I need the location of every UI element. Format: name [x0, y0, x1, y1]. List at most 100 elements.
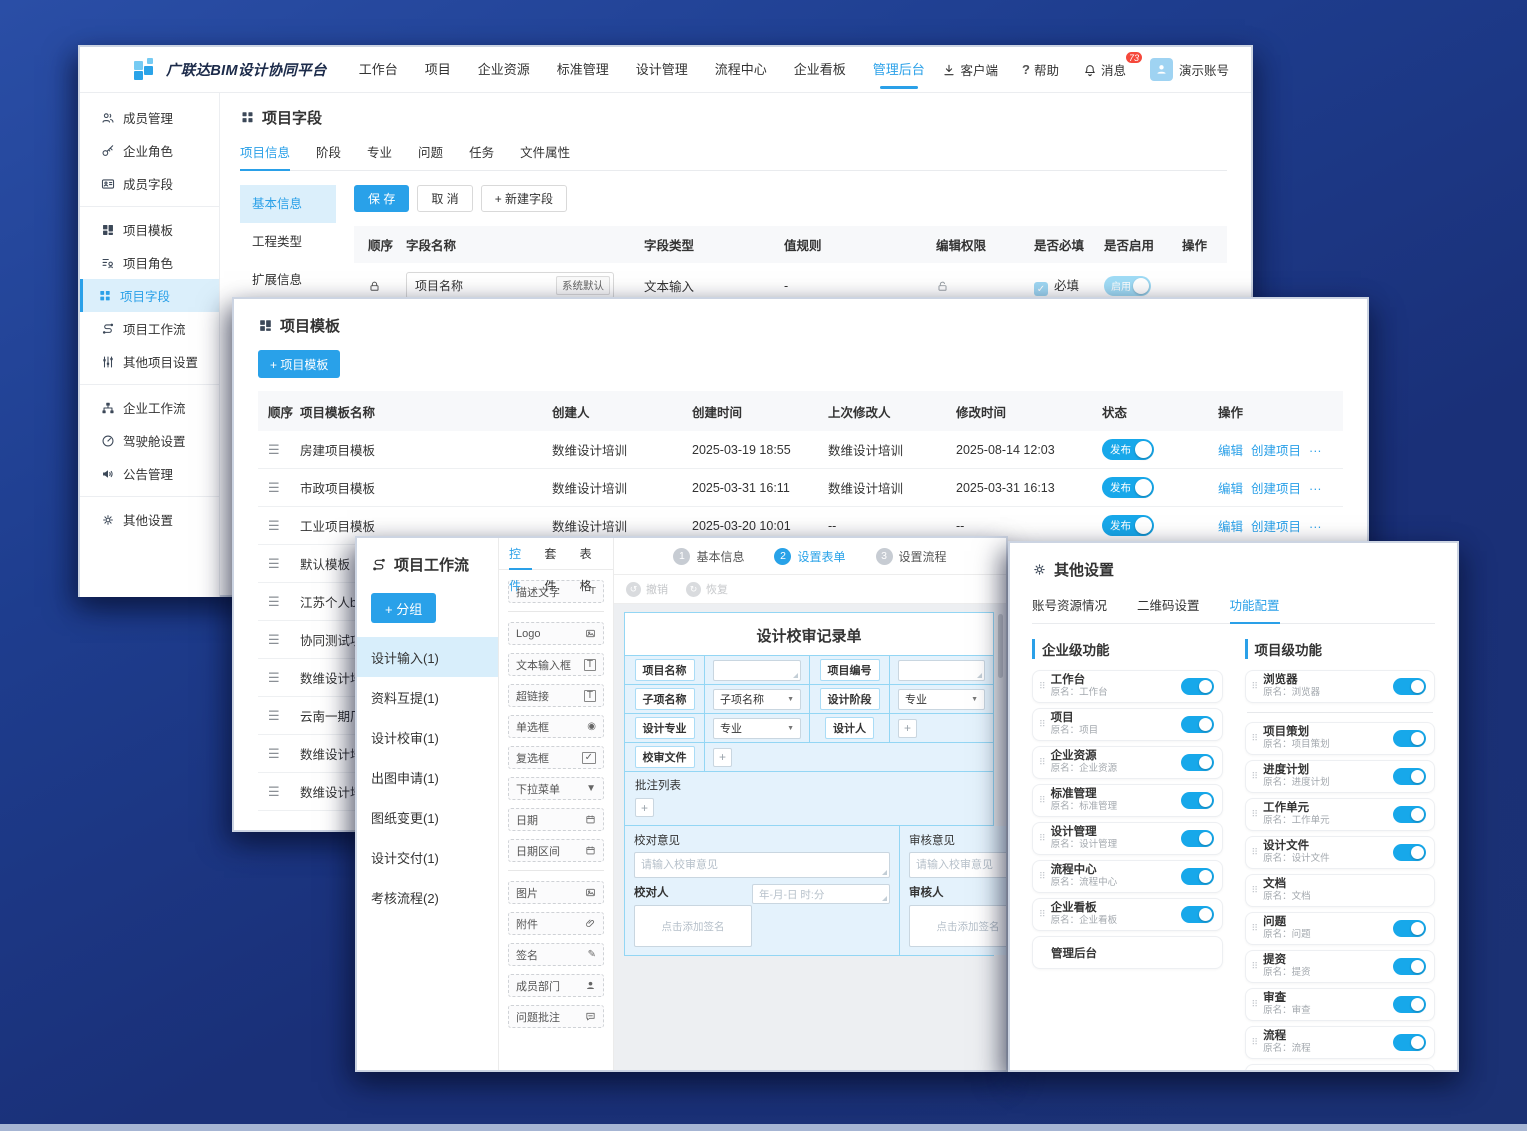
tab-stage[interactable]: 阶段: [316, 146, 342, 160]
control-image[interactable]: 图片: [508, 881, 604, 904]
drag-dots-icon[interactable]: ⠿: [1039, 757, 1046, 767]
drag-handle-icon[interactable]: ☰: [268, 631, 280, 647]
drag-handle-icon[interactable]: ☰: [268, 441, 280, 457]
subnav-basic-info[interactable]: 基本信息: [240, 185, 336, 223]
subnav-project-type[interactable]: 工程类型: [252, 235, 303, 249]
nav-item-projects[interactable]: 项目: [424, 61, 451, 77]
feature-toggle[interactable]: [1180, 792, 1214, 809]
sidebar-item-project-templates[interactable]: 项目模板: [80, 213, 219, 246]
tab-task[interactable]: 任务: [469, 146, 495, 160]
check-signature-box[interactable]: 点击添加签名: [634, 905, 752, 947]
drag-dots-icon[interactable]: ⠿: [1039, 719, 1046, 729]
control-description-text[interactable]: 描述文字 T: [508, 580, 604, 603]
undo-button[interactable]: ↺ 撤销: [626, 581, 668, 597]
review-signature-box[interactable]: 点击添加签名: [909, 905, 1006, 947]
drag-handle-icon[interactable]: ☰: [268, 555, 280, 571]
control-date[interactable]: 日期: [508, 808, 604, 831]
scrollbar[interactable]: [998, 614, 1003, 678]
step-basic-info[interactable]: 1 基本信息: [673, 547, 744, 565]
check-opinion-textarea[interactable]: 请输入校审意见: [634, 852, 890, 878]
project-name-textarea[interactable]: [713, 659, 801, 681]
client-download-link[interactable]: 客户端: [942, 60, 998, 79]
nav-item-admin-backstage[interactable]: 管理后台: [873, 47, 925, 93]
more-actions[interactable]: ···: [1309, 444, 1322, 458]
feature-toggle[interactable]: [1180, 906, 1214, 923]
control-checkbox[interactable]: 复选框 ✓: [508, 746, 604, 769]
create-project-link[interactable]: 创建项目: [1251, 482, 1302, 496]
check-date-input[interactable]: 年-月-日 时:分: [752, 884, 890, 904]
tab-project-info[interactable]: 项目信息: [240, 142, 291, 171]
drag-handle-icon[interactable]: ☰: [268, 669, 280, 685]
drag-dots-icon[interactable]: ⠿: [1251, 809, 1259, 819]
publish-toggle[interactable]: 发布: [1102, 439, 1154, 460]
feature-toggle[interactable]: [1180, 830, 1214, 847]
tab-controls[interactable]: 控件: [509, 538, 533, 593]
tab-account-resources[interactable]: 账号资源情况: [1032, 599, 1108, 613]
nav-item-dashboard[interactable]: 企业看板: [793, 61, 846, 77]
add-review-file-box[interactable]: +: [713, 747, 732, 767]
sidebar-item-other-settings[interactable]: 其他设置: [80, 503, 219, 536]
group-design-review[interactable]: 设计校审(1): [371, 730, 439, 746]
drag-dots-icon[interactable]: ⠿: [1251, 961, 1259, 971]
publish-toggle[interactable]: 发布: [1102, 477, 1154, 498]
drag-dots-icon[interactable]: ⠿: [1251, 1037, 1259, 1047]
feature-toggle[interactable]: [1180, 754, 1214, 771]
control-logo[interactable]: Logo: [508, 622, 604, 645]
enabled-toggle[interactable]: 启用: [1104, 275, 1151, 296]
sidebar-item-enterprise-roles[interactable]: 企业角色: [80, 134, 219, 167]
control-hyperlink[interactable]: 超链接 T: [508, 684, 604, 707]
more-actions[interactable]: ···: [1309, 520, 1322, 534]
feature-toggle[interactable]: [1393, 996, 1426, 1013]
nav-item-process-center[interactable]: 流程中心: [714, 61, 767, 77]
tab-qrcode-settings[interactable]: 二维码设置: [1137, 599, 1200, 613]
major-select[interactable]: 专业 ▼: [713, 717, 801, 739]
drag-dots-icon[interactable]: ⠿: [1039, 909, 1046, 919]
add-group-button[interactable]: + 分组: [371, 593, 437, 623]
redo-button[interactable]: ↻ 恢复: [686, 581, 728, 597]
control-member-dept[interactable]: 成员部门: [508, 974, 604, 997]
feature-toggle[interactable]: [1393, 768, 1426, 785]
project-no-textarea[interactable]: [898, 659, 985, 681]
drag-dots-icon[interactable]: ⠿: [1039, 795, 1046, 805]
nav-item-standards[interactable]: 标准管理: [556, 61, 609, 77]
nav-item-enterprise-resources[interactable]: 企业资源: [477, 61, 530, 77]
review-opinion-textarea[interactable]: 请输入校审意见: [909, 852, 1006, 878]
drag-handle-icon[interactable]: ☰: [268, 707, 280, 723]
group-data-exchange[interactable]: 资料互提(1): [371, 690, 439, 706]
drag-dots-icon[interactable]: ⠿: [1039, 681, 1046, 691]
drag-dots-icon[interactable]: ⠿: [1251, 885, 1259, 895]
sidebar-item-cockpit-settings[interactable]: 驾驶舱设置: [80, 424, 219, 457]
add-template-button[interactable]: + 项目模板: [258, 350, 341, 378]
add-designer-box[interactable]: +: [898, 718, 917, 738]
drag-handle-icon[interactable]: ☰: [268, 783, 280, 799]
drag-handle-icon[interactable]: ☰: [268, 593, 280, 609]
group-design-delivery[interactable]: 设计交付(1): [371, 850, 439, 866]
sidebar-item-project-roles[interactable]: 项目角色: [80, 246, 219, 279]
feature-toggle[interactable]: [1180, 716, 1214, 733]
field-name-input[interactable]: 项目名称 系统默认: [406, 272, 614, 299]
feature-toggle[interactable]: [1393, 920, 1426, 937]
feature-toggle[interactable]: [1180, 678, 1214, 695]
control-date-range[interactable]: 日期区间: [508, 839, 604, 862]
drag-dots-icon[interactable]: ⠿: [1039, 833, 1046, 843]
edit-link[interactable]: 编辑: [1218, 520, 1244, 534]
step-form-setup[interactable]: 2 设置表单: [774, 547, 846, 565]
group-design-input[interactable]: 设计输入(1): [357, 637, 498, 677]
sub-name-select[interactable]: 子项名称 ▼: [713, 688, 801, 710]
drag-handle-icon[interactable]: ☰: [268, 479, 280, 495]
feature-toggle[interactable]: [1393, 1034, 1426, 1051]
help-link[interactable]: ? 帮助: [1022, 62, 1059, 78]
control-dropdown[interactable]: 下拉菜单 ▼: [508, 777, 604, 800]
sidebar-item-other-project-settings[interactable]: 其他项目设置: [80, 345, 219, 378]
feature-toggle[interactable]: [1393, 730, 1426, 747]
feature-toggle[interactable]: [1393, 958, 1426, 975]
control-issue-annotation[interactable]: 问题批注: [508, 1005, 604, 1028]
edit-link[interactable]: 编辑: [1218, 444, 1244, 458]
control-attachment[interactable]: 附件: [508, 912, 604, 935]
drag-dots-icon[interactable]: ⠿: [1251, 923, 1259, 933]
edit-link[interactable]: 编辑: [1218, 482, 1244, 496]
nav-item-workbench[interactable]: 工作台: [358, 61, 398, 77]
drag-handle-icon[interactable]: ☰: [268, 745, 280, 761]
control-signature[interactable]: 签名 ✎: [508, 943, 604, 966]
cancel-button[interactable]: 取 消: [417, 185, 473, 212]
